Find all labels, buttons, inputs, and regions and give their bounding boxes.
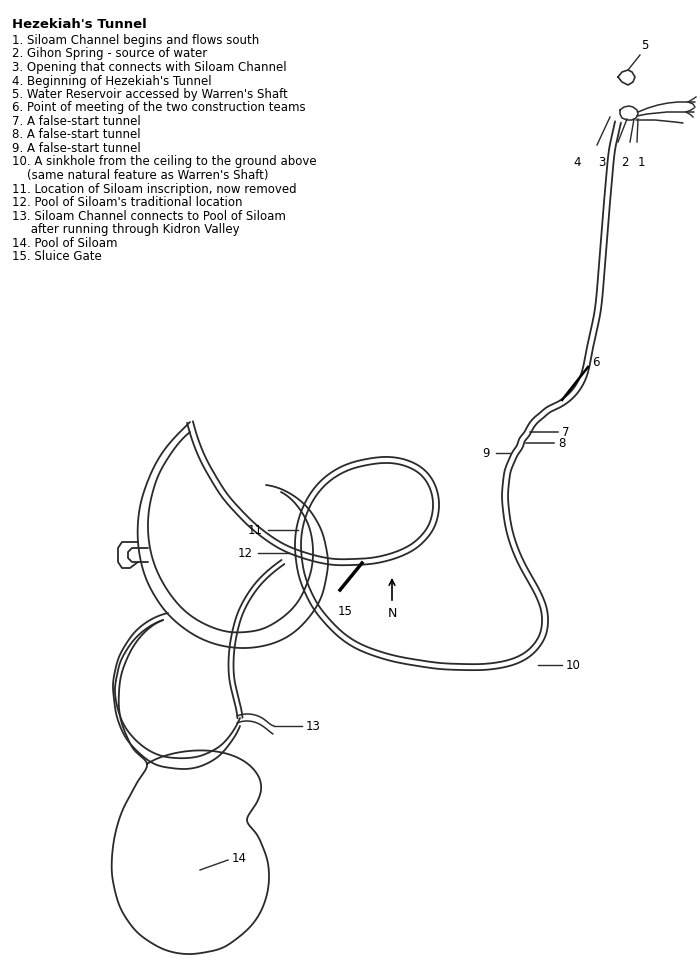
Text: 7. A false-start tunnel: 7. A false-start tunnel: [12, 115, 141, 128]
Text: 9: 9: [482, 447, 490, 460]
Text: 5. Water Reservoir accessed by Warren's Shaft: 5. Water Reservoir accessed by Warren's …: [12, 88, 288, 101]
Text: 9. A false-start tunnel: 9. A false-start tunnel: [12, 142, 141, 155]
Text: 4: 4: [573, 157, 580, 170]
Text: after running through Kidron Valley: after running through Kidron Valley: [12, 223, 239, 236]
Text: 11. Location of Siloam inscription, now removed: 11. Location of Siloam inscription, now …: [12, 182, 297, 195]
Text: 6: 6: [592, 356, 599, 368]
Text: 11: 11: [248, 523, 263, 536]
Text: 6. Point of meeting of the two construction teams: 6. Point of meeting of the two construct…: [12, 102, 306, 115]
Text: 10: 10: [566, 659, 581, 671]
Text: 4. Beginning of Hezekiah's Tunnel: 4. Beginning of Hezekiah's Tunnel: [12, 74, 211, 87]
Text: 2: 2: [621, 157, 629, 170]
Text: 15: 15: [337, 605, 352, 618]
Text: 2. Gihon Spring - source of water: 2. Gihon Spring - source of water: [12, 47, 207, 61]
Text: 13: 13: [306, 719, 321, 732]
Text: 13. Siloam Channel connects to Pool of Siloam: 13. Siloam Channel connects to Pool of S…: [12, 210, 286, 222]
Text: 8: 8: [558, 436, 566, 450]
Text: 14: 14: [232, 852, 247, 864]
Text: 12. Pool of Siloam's traditional location: 12. Pool of Siloam's traditional locatio…: [12, 196, 242, 209]
Text: 15. Sluice Gate: 15. Sluice Gate: [12, 250, 102, 263]
Text: 1: 1: [638, 157, 645, 170]
Text: Hezekiah's Tunnel: Hezekiah's Tunnel: [12, 18, 147, 31]
Text: 14. Pool of Siloam: 14. Pool of Siloam: [12, 236, 118, 250]
Text: N: N: [387, 607, 397, 620]
Text: 10. A sinkhole from the ceiling to the ground above: 10. A sinkhole from the ceiling to the g…: [12, 156, 316, 169]
Text: 1. Siloam Channel begins and flows south: 1. Siloam Channel begins and flows south: [12, 34, 259, 47]
Text: 12: 12: [238, 547, 253, 560]
Text: (same natural feature as Warren's Shaft): (same natural feature as Warren's Shaft): [12, 169, 269, 182]
Text: 3: 3: [598, 157, 606, 170]
Text: 8. A false-start tunnel: 8. A false-start tunnel: [12, 128, 141, 141]
Text: 3. Opening that connects with Siloam Channel: 3. Opening that connects with Siloam Cha…: [12, 61, 286, 74]
Text: 5: 5: [641, 39, 648, 52]
Text: 7: 7: [562, 425, 570, 438]
